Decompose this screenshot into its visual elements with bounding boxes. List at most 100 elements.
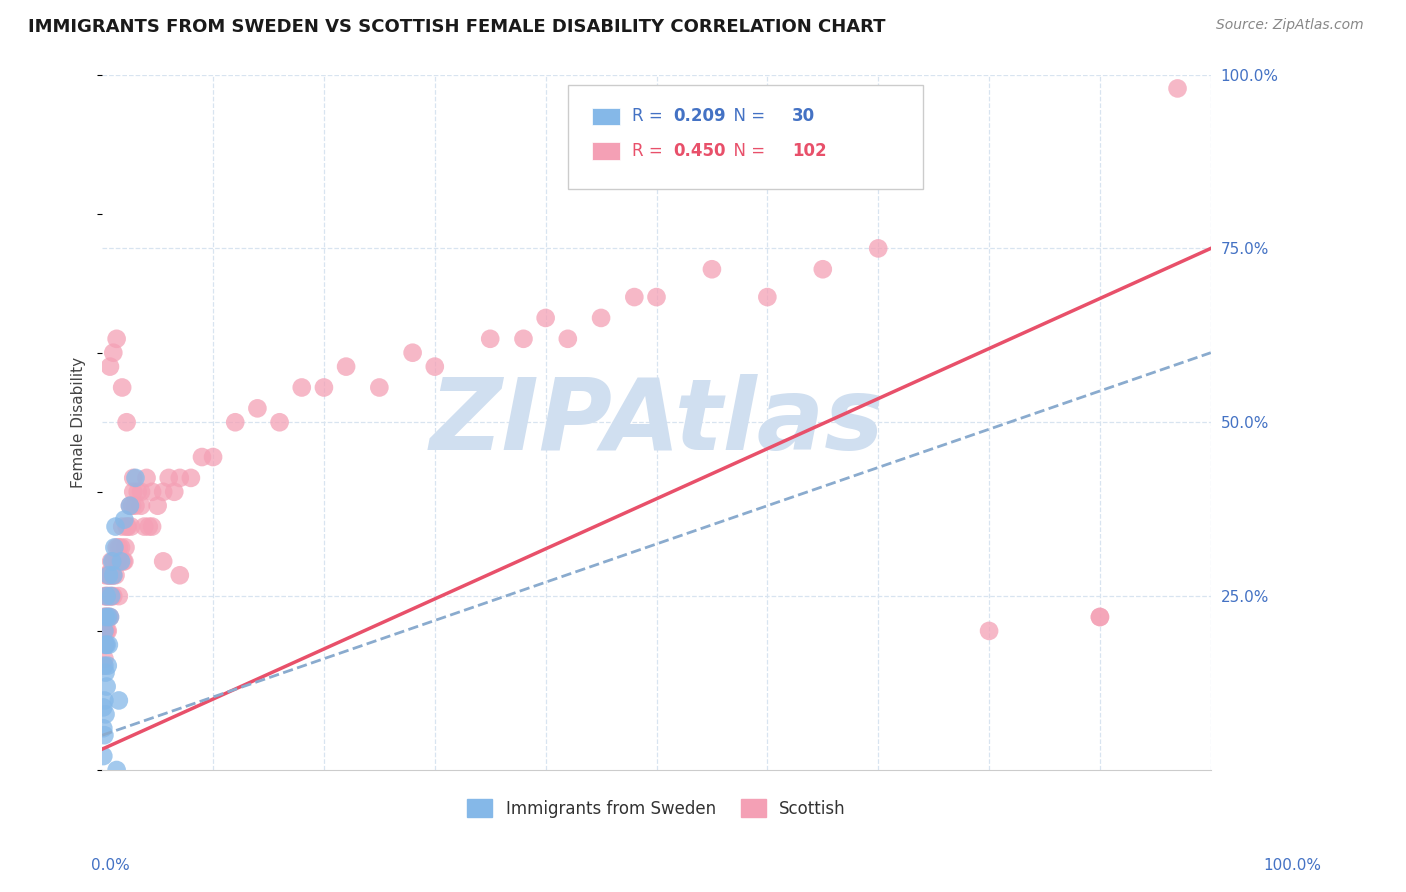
Point <box>96 589 118 603</box>
Point <box>103 568 125 582</box>
Point <box>423 359 446 374</box>
Point <box>101 589 124 603</box>
Text: Source: ZipAtlas.com: Source: ZipAtlas.com <box>1216 18 1364 32</box>
Point <box>94 638 117 652</box>
Point <box>100 589 122 603</box>
Point <box>134 519 156 533</box>
Point <box>94 568 117 582</box>
Point <box>202 450 225 464</box>
Point <box>104 568 127 582</box>
Point <box>91 658 114 673</box>
Point <box>97 638 120 652</box>
Point <box>269 415 291 429</box>
Point <box>94 665 117 680</box>
Point <box>152 554 174 568</box>
Point <box>103 345 125 359</box>
Point <box>112 554 135 568</box>
Text: IMMIGRANTS FROM SWEDEN VS SCOTTISH FEMALE DISABILITY CORRELATION CHART: IMMIGRANTS FROM SWEDEN VS SCOTTISH FEMAL… <box>28 18 886 36</box>
Point <box>557 332 579 346</box>
Point <box>111 519 134 533</box>
Point <box>93 651 115 665</box>
FancyBboxPatch shape <box>568 85 922 189</box>
Point <box>141 484 163 499</box>
Point <box>98 589 121 603</box>
Point <box>335 359 357 374</box>
Point <box>191 450 214 464</box>
Text: 102: 102 <box>792 142 827 160</box>
Point <box>120 519 142 533</box>
Point <box>291 380 314 394</box>
Point <box>110 554 132 568</box>
Text: R =: R = <box>633 142 668 160</box>
Point <box>246 401 269 416</box>
Point <box>103 554 125 568</box>
Point <box>97 610 120 624</box>
Point <box>97 568 120 582</box>
Point <box>114 541 136 555</box>
Point <box>97 610 120 624</box>
Point <box>512 332 534 346</box>
Point <box>479 332 502 346</box>
Point <box>700 262 723 277</box>
Point <box>91 610 114 624</box>
Point <box>1088 610 1111 624</box>
Point <box>97 658 120 673</box>
Point <box>103 568 125 582</box>
Point <box>169 568 191 582</box>
Point <box>108 541 131 555</box>
Point <box>91 721 114 735</box>
Point <box>91 624 114 638</box>
Point <box>645 290 668 304</box>
Point <box>96 638 118 652</box>
Point <box>122 471 145 485</box>
Point <box>163 484 186 499</box>
Point <box>93 589 115 603</box>
Point <box>623 290 645 304</box>
Point <box>117 519 139 533</box>
Point <box>169 471 191 485</box>
Point <box>756 290 779 304</box>
Point <box>97 589 120 603</box>
Point <box>152 484 174 499</box>
Text: 0.209: 0.209 <box>673 107 725 125</box>
Point <box>97 589 120 603</box>
Point <box>108 693 131 707</box>
Point <box>93 638 115 652</box>
Point <box>112 554 135 568</box>
Point <box>96 680 118 694</box>
Point <box>94 610 117 624</box>
Point <box>121 499 143 513</box>
FancyBboxPatch shape <box>592 143 620 160</box>
Point <box>129 484 152 499</box>
Point <box>93 658 115 673</box>
Point <box>94 624 117 638</box>
Point <box>115 415 138 429</box>
Point <box>129 499 152 513</box>
Point <box>401 345 423 359</box>
Point <box>977 624 1000 638</box>
Point <box>811 262 834 277</box>
Point <box>122 484 145 499</box>
Point <box>93 693 115 707</box>
Point <box>100 568 122 582</box>
Point <box>124 471 146 485</box>
Point <box>101 554 124 568</box>
FancyBboxPatch shape <box>592 108 620 125</box>
Point <box>591 310 613 325</box>
Point <box>368 380 391 394</box>
Point <box>94 589 117 603</box>
Point <box>94 638 117 652</box>
Point <box>93 728 115 742</box>
Point <box>138 519 160 533</box>
Text: 100.0%: 100.0% <box>1264 858 1322 872</box>
Legend: Immigrants from Sweden, Scottish: Immigrants from Sweden, Scottish <box>461 793 852 824</box>
Point <box>111 380 134 394</box>
Point <box>107 554 129 568</box>
Point <box>97 568 120 582</box>
Point <box>105 541 128 555</box>
Text: 0.0%: 0.0% <box>91 858 131 872</box>
Point <box>115 519 138 533</box>
Point <box>94 707 117 722</box>
Point <box>97 568 120 582</box>
Point <box>93 624 115 638</box>
